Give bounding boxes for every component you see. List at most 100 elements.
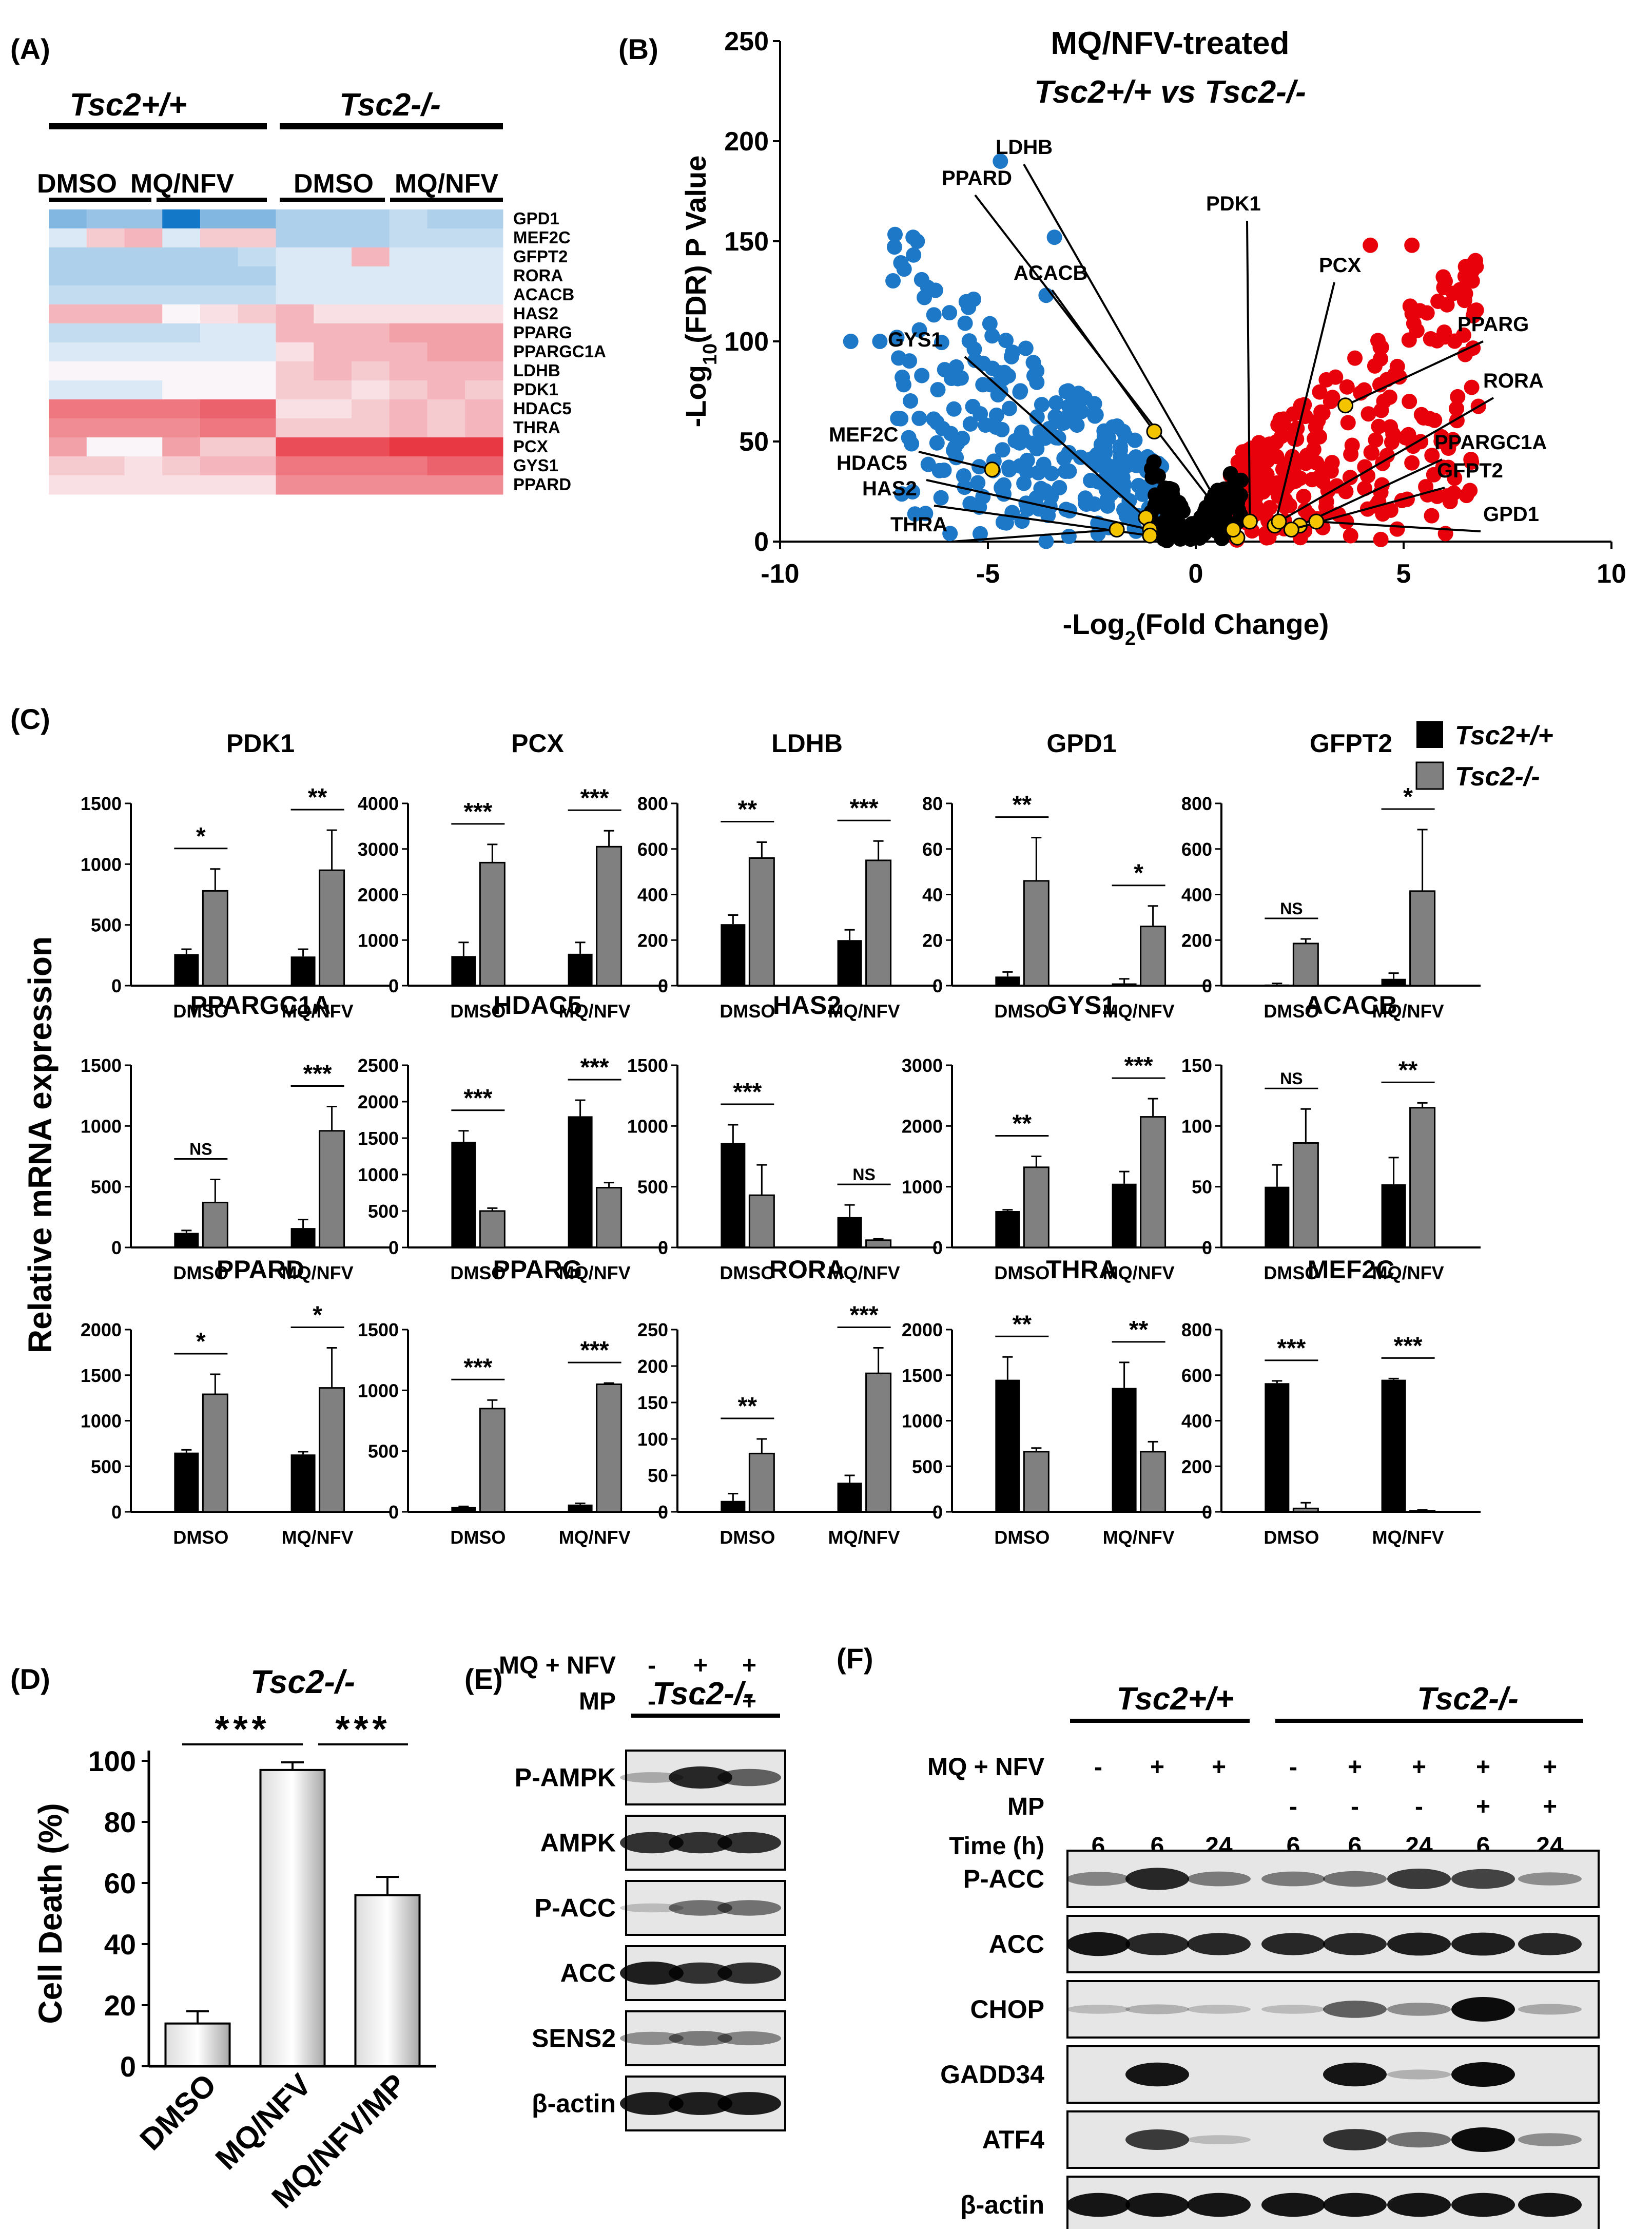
treatment-value: - xyxy=(1289,1793,1297,1820)
blot-band xyxy=(1451,2127,1515,2152)
y-tick-label: 200 xyxy=(637,930,668,951)
up-point xyxy=(1424,508,1440,524)
down-point xyxy=(934,335,949,351)
down-point xyxy=(1014,427,1029,443)
down-point xyxy=(1038,533,1054,549)
blot-label: P-ACC xyxy=(963,1865,1044,1893)
heatmap-cell xyxy=(314,323,352,343)
heatmap-cell xyxy=(465,456,503,476)
heatmap-cell xyxy=(124,418,163,438)
heatmap-cell xyxy=(276,437,314,457)
up-point xyxy=(1288,473,1304,489)
heatmap-cell xyxy=(86,475,125,495)
x-category-label: MQ/NFV xyxy=(1103,1262,1175,1283)
group-ko-bar xyxy=(280,123,503,129)
bar-chart-pdk1: PDK1 0 500 1000 1500 DMSO * MQ/NFV ** xyxy=(81,729,390,1022)
bar-ko xyxy=(319,1130,345,1248)
x-category-label: DMSO xyxy=(994,1001,1049,1022)
heatmap-cell xyxy=(276,399,314,419)
down-point xyxy=(872,334,888,349)
heatmap-cell xyxy=(162,437,201,457)
up-point xyxy=(1268,434,1284,450)
callout-line xyxy=(1051,289,1155,432)
heatmap-cell xyxy=(86,228,125,248)
bar-chart-ppard: PPARD 0 500 1000 1500 2000 DMSO * MQ/NFV * xyxy=(81,1255,390,1548)
panel-d-title: Tsc2-/- xyxy=(250,1663,355,1700)
gene-label: PPARD xyxy=(513,475,571,494)
down-point xyxy=(1028,490,1044,506)
bar-ko xyxy=(319,1387,345,1513)
up-point xyxy=(1343,446,1359,462)
down-point xyxy=(906,247,922,263)
up-point xyxy=(1424,448,1440,464)
down-point xyxy=(994,421,1010,437)
heatmap-cell xyxy=(276,266,314,286)
bar-chart-ppargc1a: PPARGC1A 0 500 1000 1500 DMSO NS MQ/NFV *** xyxy=(81,991,390,1283)
blot-band xyxy=(1066,2193,1130,2217)
heatmap-cell xyxy=(465,209,503,229)
down-point xyxy=(992,365,1008,381)
significance-mark: * xyxy=(1403,783,1413,811)
heatmap-cell xyxy=(389,247,427,267)
down-point xyxy=(1024,435,1040,451)
heatmap-cell xyxy=(200,285,239,305)
gene-callout-label: PPARG xyxy=(1457,313,1529,336)
blot-band xyxy=(717,2031,781,2046)
heatmap-cell xyxy=(465,228,503,248)
bar-ko xyxy=(1292,1142,1319,1248)
bar-wt xyxy=(568,953,593,986)
down-point xyxy=(895,369,910,385)
heatmap-cell xyxy=(49,209,87,229)
heatmap-cell xyxy=(276,456,314,476)
down-point xyxy=(988,407,1004,423)
blot-label: P-ACC xyxy=(535,1894,616,1923)
heatmap-cell xyxy=(352,247,390,267)
y-tick-label: 80 xyxy=(104,1806,136,1838)
blot-band xyxy=(1125,2129,1189,2150)
bar-ko xyxy=(748,857,775,987)
heatmap-cell xyxy=(314,228,352,248)
highlight-point xyxy=(1308,513,1325,530)
panel-c-legend: Tsc2+/+ Tsc2-/- xyxy=(1415,721,1553,792)
blot-band xyxy=(1187,1871,1251,1887)
down-point xyxy=(993,153,1008,169)
bar-ko xyxy=(1292,943,1319,987)
down-point xyxy=(962,416,978,432)
blot-band xyxy=(1125,2193,1189,2217)
heatmap-cell xyxy=(352,418,390,438)
y-tick-label: 0 xyxy=(120,2050,136,2083)
down-point xyxy=(972,526,988,542)
bar-wt xyxy=(174,1233,199,1247)
up-point xyxy=(1412,303,1428,319)
heatmap-cell xyxy=(465,342,503,362)
treatment-label: MQ + NFV xyxy=(499,1652,616,1679)
panel-e-group: Tsc2-/- xyxy=(652,1676,754,1712)
y-tick-label: 250 xyxy=(637,1319,668,1340)
down-point xyxy=(886,239,902,255)
up-point xyxy=(1466,303,1482,319)
heatmap-cell xyxy=(427,437,465,457)
heatmap-cell xyxy=(352,323,390,343)
down-point xyxy=(1031,465,1046,481)
blot-band xyxy=(1187,1933,1251,1955)
bar-wt xyxy=(721,1143,746,1247)
treatment-value: - xyxy=(648,1688,656,1715)
y-tick-label: 20 xyxy=(104,1989,136,2022)
down-point xyxy=(926,411,942,427)
significance-mark: ** xyxy=(308,784,327,811)
down-point xyxy=(942,305,958,321)
heatmap-cell xyxy=(162,209,201,229)
up-point xyxy=(1312,384,1328,400)
down-point xyxy=(965,399,981,415)
up-point xyxy=(1436,324,1452,340)
callout-line xyxy=(1246,220,1251,522)
y-tick-label: 100 xyxy=(637,1429,668,1450)
up-point xyxy=(1373,339,1389,355)
gene-label: PPARG xyxy=(513,323,572,342)
bar-ko xyxy=(865,1372,892,1513)
up-point xyxy=(1315,474,1331,490)
down-point xyxy=(914,272,929,287)
highlight-point xyxy=(1241,513,1258,530)
treatment-label: Time (h) xyxy=(949,1833,1044,1860)
